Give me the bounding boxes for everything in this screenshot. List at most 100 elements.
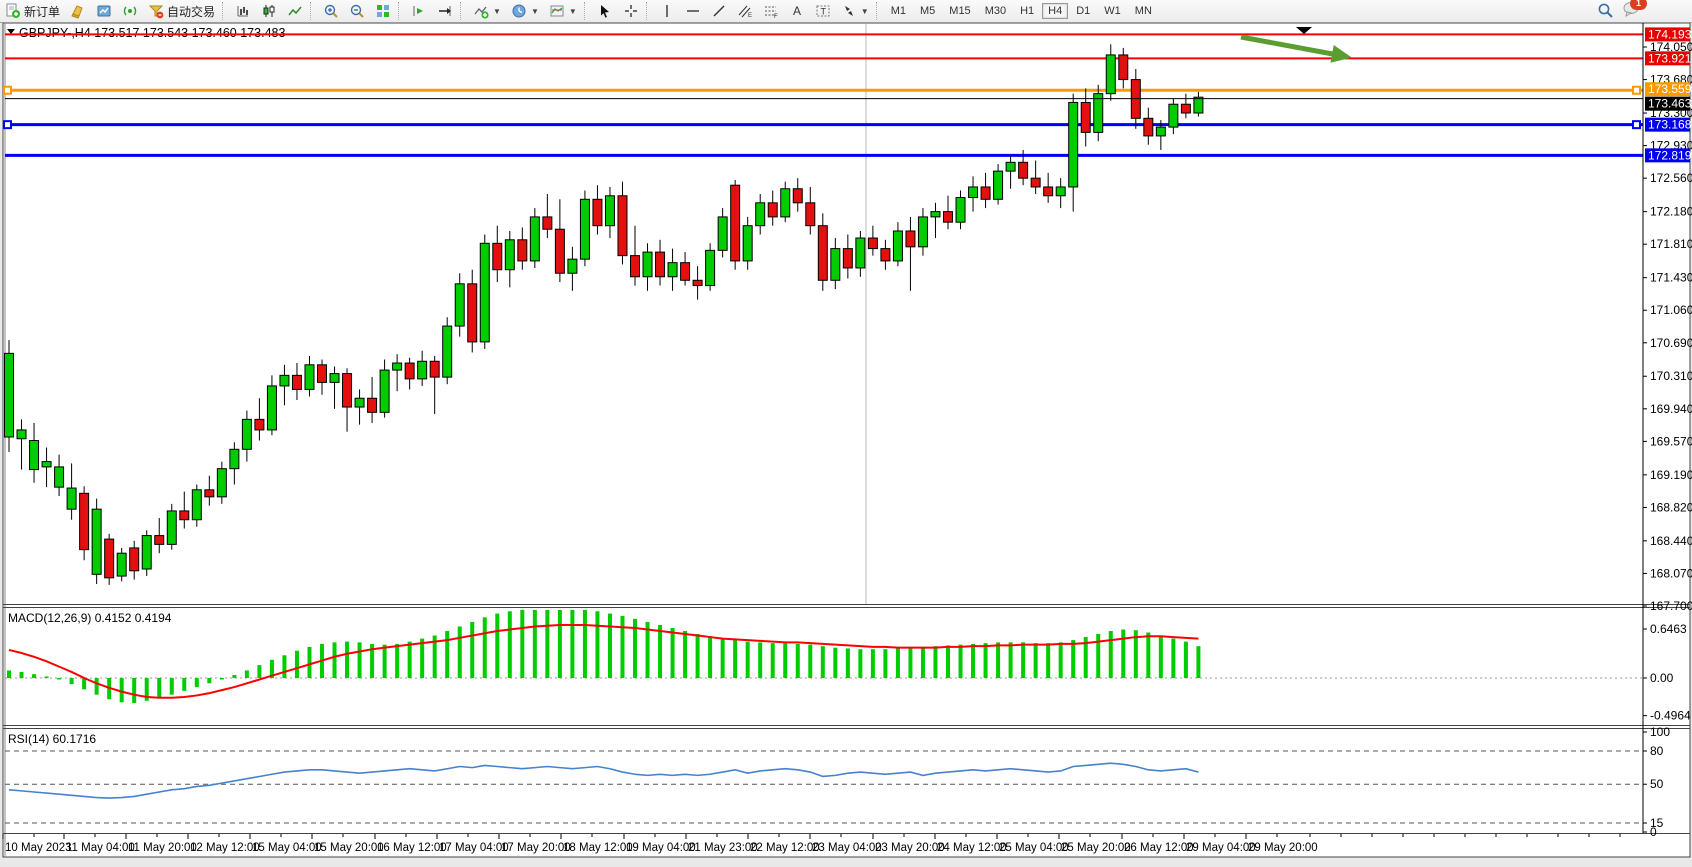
rsi-axis-label: 0: [1650, 825, 1657, 839]
cursor-icon: [600, 5, 609, 18]
timeframe-w1[interactable]: W1: [1104, 5, 1121, 17]
toolbar-separator: [583, 2, 590, 20]
horizontal-line-icon: [686, 10, 699, 12]
fibonacci-tool-button[interactable]: F: [758, 1, 784, 21]
hline-handle: [1632, 85, 1641, 95]
tile-windows-button[interactable]: [370, 1, 396, 21]
autotrading-label: 自动交易: [167, 4, 216, 19]
market-button[interactable]: [65, 1, 91, 21]
dropdown-arrow-icon: ▼: [530, 6, 539, 16]
indicators-button[interactable]: ▼: [468, 1, 506, 21]
periods-button[interactable]: ▼: [506, 1, 544, 21]
time-axis-label: 26 May 12:00: [1124, 842, 1194, 854]
time-axis-label: 25 May 20:00: [1061, 842, 1131, 854]
new-order-icon: [6, 3, 20, 18]
price-tick-label: 169.570: [1650, 434, 1692, 448]
toolbar-separator: [222, 2, 228, 20]
line-chart-button[interactable]: [282, 1, 308, 21]
auto-scroll-icon: [413, 6, 424, 16]
timeframe-h4[interactable]: H4: [1042, 3, 1069, 19]
price-tick-label: 170.690: [1650, 336, 1692, 350]
timeframe-h1[interactable]: H1: [1020, 5, 1035, 17]
hline-handle: [3, 120, 12, 130]
autotrading-button[interactable]: 自动交易: [143, 1, 220, 21]
new-order-button[interactable]: 新订单: [0, 1, 65, 21]
zoom-out-button[interactable]: [344, 1, 370, 21]
price-tick-label: 171.430: [1650, 271, 1692, 285]
vertical-line-tool-button[interactable]: [654, 1, 680, 21]
zoom-out-icon: [350, 4, 364, 18]
signals-button[interactable]: [117, 1, 143, 21]
text-tool-button[interactable]: A: [784, 1, 810, 21]
price-label-box: [1645, 51, 1690, 66]
dropdown-arrow-icon: ▼: [568, 6, 577, 16]
time-axis-label: 24 May 12:00: [937, 842, 1007, 854]
cursor-tool-button[interactable]: [592, 1, 618, 21]
price-tick-label: 174.050: [1650, 40, 1692, 54]
time-axis-label: 11 May 20:00: [128, 842, 197, 854]
timeframe-m1[interactable]: M1: [890, 5, 906, 17]
timeframe-m30[interactable]: M30: [984, 5, 1007, 17]
bar-chart-button[interactable]: [230, 1, 256, 21]
time-axis-label: 21 May 23:00: [688, 842, 758, 854]
trendline-tool-button[interactable]: [706, 1, 732, 21]
time-axis-label: 16 May 12:00: [377, 842, 447, 854]
time-axis-label: 22 May 12:00: [750, 842, 820, 854]
auto-scroll-button[interactable]: [406, 1, 432, 21]
equidistant-channel-icon: E: [738, 5, 752, 19]
timeframe-m15[interactable]: M15: [949, 5, 971, 17]
hline-handle: [1632, 120, 1641, 130]
rsi-axis-label: 100: [1650, 725, 1670, 739]
arrows-tool-button[interactable]: ▼: [836, 1, 874, 21]
time-axis-label: 10 May 2023: [5, 842, 72, 854]
svg-text:F: F: [774, 14, 778, 19]
zoom-in-button[interactable]: [318, 1, 344, 21]
price-label-text: 173.559: [1648, 82, 1692, 96]
channel-tool-button[interactable]: E: [732, 1, 758, 21]
charts-button[interactable]: [91, 1, 117, 21]
time-axis-label: 15 May 04:00: [252, 842, 322, 854]
candlestick-button[interactable]: [256, 1, 282, 21]
new-order-label: 新订单: [24, 4, 61, 19]
crosshair-icon: [624, 5, 637, 17]
zoom-in-icon: [324, 4, 338, 18]
price-tick-label: 172.180: [1650, 205, 1692, 219]
notification-badge: 1: [1630, 0, 1647, 10]
chart-shift-button[interactable]: [432, 1, 458, 21]
timeframe-d1[interactable]: D1: [1076, 5, 1091, 17]
time-axis-label: 18 May 12:00: [563, 842, 633, 854]
toolbar-separator: [875, 2, 882, 20]
text-label-icon: T: [816, 5, 830, 17]
time-axis-label: 17 May 04:00: [439, 842, 509, 854]
crosshair-tool-button[interactable]: [618, 1, 644, 21]
trend-arrow-head: [1330, 45, 1352, 63]
time-axis-label: 15 May 20:00: [314, 842, 384, 854]
notifications-button[interactable]: 1: [1622, 0, 1647, 20]
macd-histogram: [7, 610, 1201, 704]
macd-axis-label: -0.4964: [1650, 709, 1691, 723]
text-label-tool-button[interactable]: T: [810, 1, 836, 21]
time-axis-label: 25 May 04:00: [999, 842, 1069, 854]
chart-shift-icon: [439, 6, 452, 16]
price-label-box: [1645, 96, 1690, 111]
templates-button[interactable]: ▼: [544, 1, 582, 21]
horizontal-line-tool-button[interactable]: [680, 1, 706, 21]
chart-title: GBPJPY-,H4 173.517 173.543 173.460 173.4…: [19, 26, 285, 40]
time-axis-label: 19 May 04:00: [626, 842, 696, 854]
search-icon[interactable]: [1597, 2, 1614, 19]
price-label-box: [1645, 82, 1690, 97]
timeframe-mn[interactable]: MN: [1134, 5, 1152, 17]
trendline-icon: [713, 5, 725, 17]
vertical-line-icon: [666, 5, 668, 17]
line-chart-icon: [288, 6, 302, 16]
timeframe-m5[interactable]: M5: [920, 5, 936, 17]
price-label-box: [1645, 148, 1690, 163]
toolbar-separator: [460, 2, 466, 20]
chart-window: [2, 22, 1691, 858]
price-tick-label: 171.810: [1650, 237, 1692, 251]
toolbar-separator: [398, 2, 404, 20]
svg-text:E: E: [748, 13, 752, 19]
fibonacci-icon: F: [764, 6, 778, 19]
price-tick-label: 170.310: [1650, 369, 1692, 383]
